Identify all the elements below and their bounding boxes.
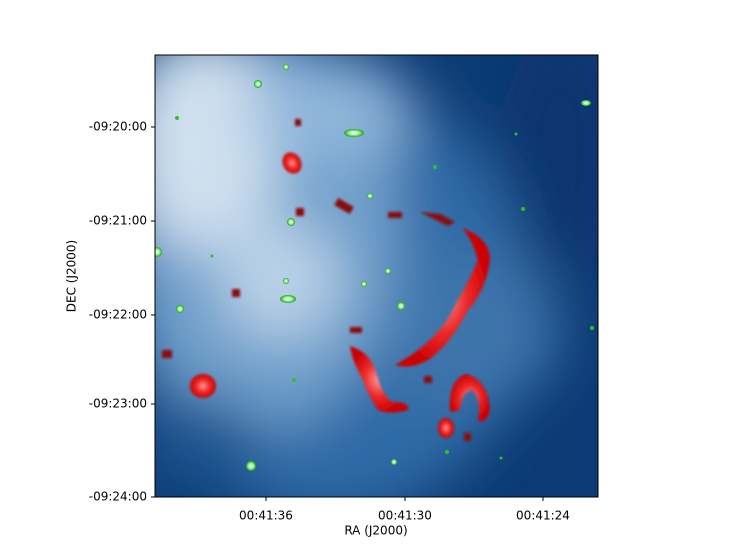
y-axis: -09:20:00 -09:21:00 -09:22:00 -09:23:00 … <box>65 120 155 504</box>
optical-sources <box>155 64 594 471</box>
x-tick-label: 00:41:30 <box>378 509 432 523</box>
y-tick-label: -09:24:00 <box>89 490 147 504</box>
sky-image <box>155 55 598 497</box>
x-tick-label: 00:41:36 <box>239 509 293 523</box>
x-tick-label: 00:41:24 <box>516 509 570 523</box>
x-axis-label: RA (J2000) <box>344 524 407 538</box>
x-axis: 00:41:36 00:41:30 00:41:24 RA (J2000) <box>239 497 570 538</box>
y-tick-label: -09:20:00 <box>89 120 147 134</box>
y-tick-label: -09:23:00 <box>89 397 147 411</box>
radio-contours <box>162 119 490 441</box>
y-tick-label: -09:21:00 <box>89 214 147 228</box>
y-axis-label: DEC (J2000) <box>65 240 79 312</box>
plot-frame <box>154 54 599 498</box>
y-tick-label: -09:22:00 <box>89 308 147 322</box>
